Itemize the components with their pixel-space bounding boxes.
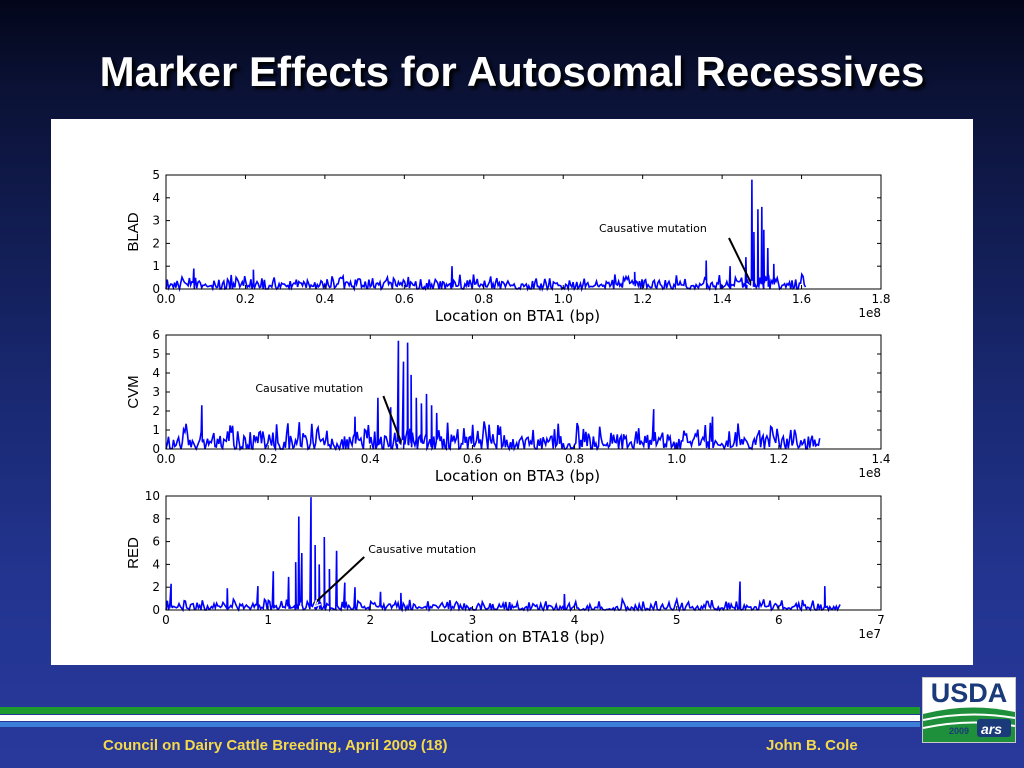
y-tick-label: 5 [152, 168, 160, 182]
plot-frame [165, 174, 882, 290]
causative-mutation-label: Causative mutation [255, 382, 363, 395]
usda-field-icon [923, 707, 1015, 742]
y-axis-label: RED [125, 537, 142, 569]
x-tick-label: 1.8 [871, 292, 890, 306]
causative-mutation-label: Causative mutation [368, 543, 476, 556]
x-axis-label: Location on BTA1 (bp) [435, 307, 600, 325]
series-line-cvm [165, 340, 821, 452]
footer-author: John B. Cole [766, 737, 858, 754]
x-tick-label: 2 [366, 613, 374, 627]
y-tick-label: 5 [152, 347, 160, 361]
y-tick-label: 8 [152, 512, 160, 526]
footer-conference: Council on Dairy Cattle Breeding, April … [103, 737, 448, 754]
y-tick-label: 4 [152, 557, 160, 571]
x-tick-label: 0.4 [361, 452, 380, 466]
annotation-arrow [313, 556, 365, 605]
plot-frame [165, 495, 882, 611]
x-tick-label: 0.6 [463, 452, 482, 466]
y-tick-label: 2 [152, 236, 160, 250]
series-line-red [165, 497, 841, 613]
x-tick-label: 1.0 [554, 292, 573, 306]
annotation-arrow [382, 395, 403, 445]
y-tick-label: 10 [145, 489, 160, 503]
causative-mutation-label: Causative mutation [599, 222, 707, 235]
usda-ars-mark: ars [981, 721, 1003, 737]
x-tick-label: 0.8 [474, 292, 493, 306]
slide-title: Marker Effects for Autosomal Recessives [99, 48, 925, 95]
y-tick-label: 6 [152, 535, 160, 549]
x-tick-label: 1.6 [792, 292, 811, 306]
annotation-arrow-head [746, 280, 753, 290]
usda-year: 2009 [949, 726, 970, 736]
x-tick-label: 6 [775, 613, 783, 627]
x-tick-label: 3 [469, 613, 477, 627]
footer-blue-stripe [0, 722, 920, 727]
x-tick-label: 1.2 [633, 292, 652, 306]
footer-green-stripe [0, 707, 920, 714]
y-tick-label: 3 [152, 214, 160, 228]
x-tick-label: 0.6 [395, 292, 414, 306]
x-tick-label: 1.0 [667, 452, 686, 466]
x-tick-label: 5 [673, 613, 681, 627]
axis-offset-text: 1e7 [858, 627, 881, 641]
axis-offset-text: 1e8 [858, 306, 881, 320]
usda-wordmark: USDA [930, 678, 1008, 708]
y-tick-label: 2 [152, 580, 160, 594]
annotation-arrow-head [396, 440, 404, 449]
x-tick-label: 0.4 [315, 292, 334, 306]
x-axis-label: Location on BTA18 (bp) [430, 628, 605, 646]
y-axis-label: CVM [125, 375, 142, 408]
annotation-arrow [728, 237, 753, 286]
y-tick-label: 6 [152, 328, 160, 342]
y-tick-label: 4 [152, 366, 160, 380]
figure-panel: 0.0 0.2 0.4 0.6 0.8 1.0 1.2 1.4 1.6 1.8 0 1 2 3 4 5 Loca… [51, 119, 973, 665]
footer-white-stripe [0, 715, 920, 721]
x-tick-label: 7 [877, 613, 885, 627]
x-tick-label: 1.2 [769, 452, 788, 466]
x-tick-label: 0.8 [565, 452, 584, 466]
x-tick-label: 0 [162, 613, 170, 627]
x-tick-label: 4 [571, 613, 579, 627]
x-tick-label: 1.4 [713, 292, 732, 306]
x-tick-label: 1.4 [871, 452, 890, 466]
y-tick-label: 1 [152, 423, 160, 437]
series-line-blad [165, 179, 807, 293]
y-tick-label: 2 [152, 404, 160, 418]
y-tick-label: 4 [152, 191, 160, 205]
annotation-arrow-head [312, 599, 321, 608]
y-axis-label: BLAD [125, 212, 142, 251]
usda-logo: USDA 2009 ars [922, 677, 1016, 743]
x-tick-label: 0.0 [156, 292, 175, 306]
x-tick-label: 0.0 [156, 452, 175, 466]
y-tick-label: 0 [152, 603, 160, 617]
x-tick-label: 0.2 [236, 292, 255, 306]
y-tick-label: 0 [152, 442, 160, 456]
y-tick-label: 3 [152, 385, 160, 399]
x-tick-label: 0.2 [259, 452, 278, 466]
x-axis-label: Location on BTA3 (bp) [435, 467, 600, 485]
y-tick-label: 0 [152, 282, 160, 296]
axis-offset-text: 1e8 [858, 466, 881, 480]
manhattan-plots: 0.0 0.2 0.4 0.6 0.8 1.0 1.2 1.4 1.6 1.8 0 1 2 3 4 5 Loca… [125, 168, 891, 646]
y-tick-label: 1 [152, 259, 160, 273]
x-tick-label: 1 [264, 613, 272, 627]
